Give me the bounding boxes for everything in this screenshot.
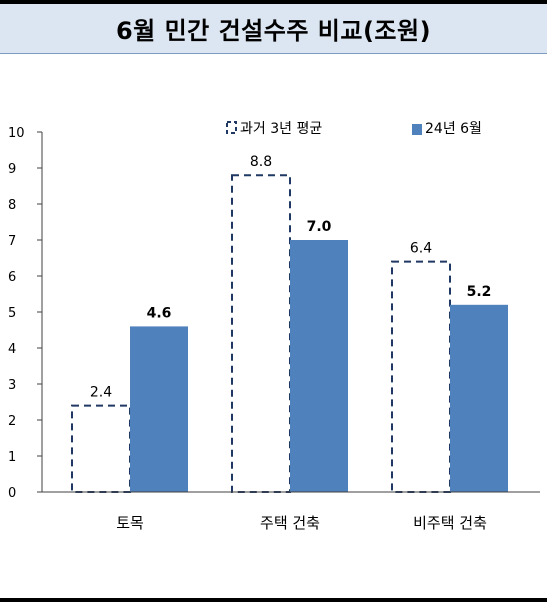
title-bar: 6월 민간 건설수주 비교(조원) bbox=[0, 4, 547, 54]
data-label-current: 5.2 bbox=[467, 284, 492, 300]
y-tick-label: 8 bbox=[8, 198, 16, 213]
data-label-avg: 2.4 bbox=[90, 385, 112, 401]
y-tick-label: 9 bbox=[8, 162, 16, 177]
data-label-current: 4.6 bbox=[147, 305, 172, 321]
bar-current bbox=[130, 326, 188, 492]
bar-avg bbox=[231, 174, 291, 493]
y-tick-label: 10 bbox=[8, 126, 25, 141]
x-category-label: 토목 bbox=[116, 514, 144, 532]
data-labels: 2.4 4.6 8.8 7.0 6.4 5.2 bbox=[90, 154, 492, 400]
x-category-label: 비주택 건축 bbox=[413, 514, 487, 532]
data-label-avg: 8.8 bbox=[250, 154, 272, 170]
y-axis: 0 1 2 3 4 5 6 7 8 9 10 bbox=[8, 126, 43, 501]
y-tick-label: 1 bbox=[8, 450, 16, 465]
bar-avg bbox=[391, 260, 451, 493]
data-label-current: 7.0 bbox=[307, 219, 332, 235]
bar-current bbox=[450, 304, 508, 492]
data-label-avg: 6.4 bbox=[410, 241, 432, 257]
legend: 과거 3년 평균 24년 6월 bbox=[226, 121, 482, 137]
x-category-label: 주택 건축 bbox=[260, 514, 320, 532]
bar-avg bbox=[71, 404, 131, 494]
bars bbox=[71, 174, 508, 494]
top-border bbox=[0, 0, 547, 4]
y-tick-label: 2 bbox=[8, 414, 16, 429]
y-tick-label: 3 bbox=[8, 378, 16, 393]
y-tick-label: 4 bbox=[8, 342, 16, 357]
bottom-border bbox=[0, 598, 547, 602]
y-tick-label: 0 bbox=[8, 486, 16, 501]
y-tick-label: 5 bbox=[8, 306, 16, 321]
chart-title: 6월 민간 건설수주 비교(조원) bbox=[115, 17, 432, 45]
bar-current bbox=[290, 240, 348, 492]
legend-swatch-avg bbox=[226, 121, 237, 134]
legend-label-current: 24년 6월 bbox=[425, 121, 482, 137]
x-axis: 토목 주택 건축 비주택 건축 bbox=[42, 491, 540, 532]
legend-label-avg: 과거 3년 평균 bbox=[240, 121, 322, 137]
y-tick-label: 7 bbox=[8, 234, 16, 249]
y-tick-label: 6 bbox=[8, 270, 16, 285]
legend-swatch-current bbox=[412, 124, 422, 135]
